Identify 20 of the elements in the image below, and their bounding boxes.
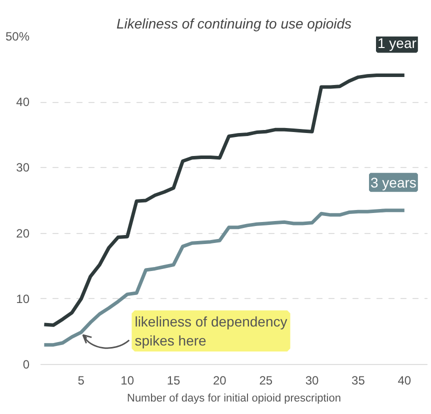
x-tick-label: 35 xyxy=(352,374,366,388)
x-tick-label: 30 xyxy=(305,374,320,388)
series-label: 1 year xyxy=(378,35,417,52)
x-tick-label: 20 xyxy=(213,374,227,388)
x-axis-title: Number of days for initial opioid prescription xyxy=(127,392,342,404)
annotation: likeliness of dependency spikes here xyxy=(134,313,288,349)
y-tick-label: 10 xyxy=(16,292,30,306)
x-tick-label: 10 xyxy=(120,374,134,388)
y-tick-label: 40 xyxy=(16,95,30,110)
x-tick-label: 15 xyxy=(166,374,180,388)
y-tick-label: 0 xyxy=(22,358,30,372)
line-series xyxy=(42,208,406,347)
x-tick-label: 40 xyxy=(398,374,412,388)
series-label: 3 years xyxy=(370,174,416,190)
y-tick-label: 50% xyxy=(5,30,30,44)
x-tick-label: 5 xyxy=(78,374,85,388)
chart-title: Likeliness of continuing to use opioids xyxy=(116,16,352,32)
y-tick-label: 20 xyxy=(16,226,30,240)
y-tick-label: 30 xyxy=(16,160,30,175)
x-tick-label: 25 xyxy=(259,374,273,388)
